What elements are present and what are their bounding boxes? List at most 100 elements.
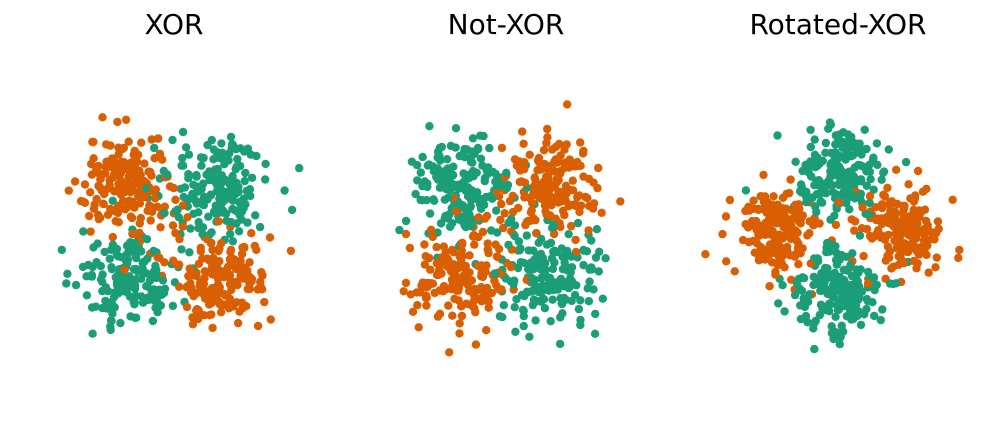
scatter-point (911, 222, 920, 231)
scatter-point (236, 260, 245, 269)
scatter-point (426, 279, 436, 288)
scatter-point (187, 267, 197, 277)
scatter-point (418, 152, 427, 162)
scatter-point (576, 138, 585, 147)
scatter-point (205, 167, 214, 176)
scatter-point (862, 181, 871, 190)
scatter-point (428, 232, 437, 242)
scatter-point (831, 220, 841, 230)
scatter-point (96, 213, 105, 222)
scatter-point (433, 312, 443, 321)
scatter-point (847, 167, 856, 176)
scatter-point (558, 309, 567, 318)
scatter-point (143, 293, 153, 302)
scatter-point (520, 165, 529, 174)
scatter-point (144, 167, 153, 176)
scatter-point (815, 219, 824, 228)
scatter-point (149, 246, 158, 256)
scatter-point (440, 195, 449, 204)
scatter-point (71, 280, 81, 290)
scatter-point (131, 251, 141, 260)
scatter-point (416, 195, 425, 205)
scatter-point (194, 314, 203, 324)
scatter-point (182, 282, 192, 291)
scatter-point (130, 265, 139, 274)
scatter-point (718, 229, 727, 239)
scatter-point (140, 159, 149, 168)
scatter-point (810, 344, 819, 354)
scatter-point (845, 205, 854, 214)
scatter-point (186, 224, 195, 233)
scatter-point (96, 175, 105, 184)
scatter-point (265, 233, 275, 242)
scatter-point (168, 135, 177, 145)
scatter-point (471, 340, 481, 349)
scatter-point (834, 198, 844, 207)
scatter-point (554, 176, 563, 185)
scatter-point (491, 240, 500, 249)
scatter-point (430, 288, 439, 298)
scatter-point (517, 177, 526, 186)
scatter-point (153, 308, 162, 317)
scatter-point (217, 239, 226, 248)
scatter-point (522, 287, 532, 296)
scatter-point (260, 297, 269, 307)
scatter-point (136, 213, 145, 223)
scatter-point (189, 192, 198, 202)
rotated-xor-panel-title: Rotated-XOR (749, 8, 926, 41)
scatter-point (171, 195, 180, 204)
scatter-point (839, 187, 848, 196)
scatter-point (869, 273, 879, 282)
scatter-point (178, 222, 187, 231)
scatter-point (192, 172, 201, 181)
scatter-point (407, 157, 417, 166)
scatter-point (812, 176, 821, 185)
scatter-point (504, 218, 513, 227)
scatter-point (803, 231, 812, 240)
scatter-point (113, 117, 122, 127)
scatter-point (134, 191, 143, 201)
scatter-point (233, 318, 243, 328)
scatter-point (446, 141, 456, 151)
scatter-point (207, 238, 216, 248)
scatter-point (521, 220, 530, 230)
scatter-point (858, 203, 867, 212)
scatter-point (437, 269, 446, 278)
scatter-point (238, 304, 247, 313)
scatter-point (590, 329, 600, 338)
scatter-point (455, 180, 464, 189)
scatter-point (948, 195, 957, 204)
scatter-point (830, 268, 839, 278)
scatter-point (722, 257, 731, 266)
scatter-point (461, 215, 470, 224)
scatter-point (547, 192, 556, 202)
scatter-point (782, 189, 791, 199)
scatter-point (816, 197, 825, 206)
scatter-point (228, 260, 237, 269)
scatter-point (870, 279, 879, 288)
scatter-point (498, 312, 507, 322)
scatter-point (126, 312, 135, 321)
scatter-point (422, 301, 431, 310)
scatter-point (798, 211, 807, 220)
scatter-point (476, 131, 485, 140)
scatter-point (585, 277, 594, 286)
scatter-point (912, 243, 921, 252)
scatter-point (790, 290, 800, 300)
scatter-point (154, 134, 163, 143)
scatter-point (142, 281, 152, 290)
scatter-point (786, 234, 796, 244)
scatter-point (247, 173, 257, 182)
scatter-point (504, 240, 513, 250)
scatter-point (79, 227, 88, 236)
scatter-point (225, 294, 235, 304)
scatter-point (130, 203, 139, 212)
scatter-point (118, 196, 128, 205)
not-xor-points (395, 100, 625, 357)
scatter-point (878, 305, 887, 314)
scatter-point (482, 211, 492, 221)
scatter-point (87, 159, 96, 169)
scatter-point (142, 235, 152, 244)
scatter-point (175, 282, 184, 291)
scatter-point (845, 306, 855, 316)
